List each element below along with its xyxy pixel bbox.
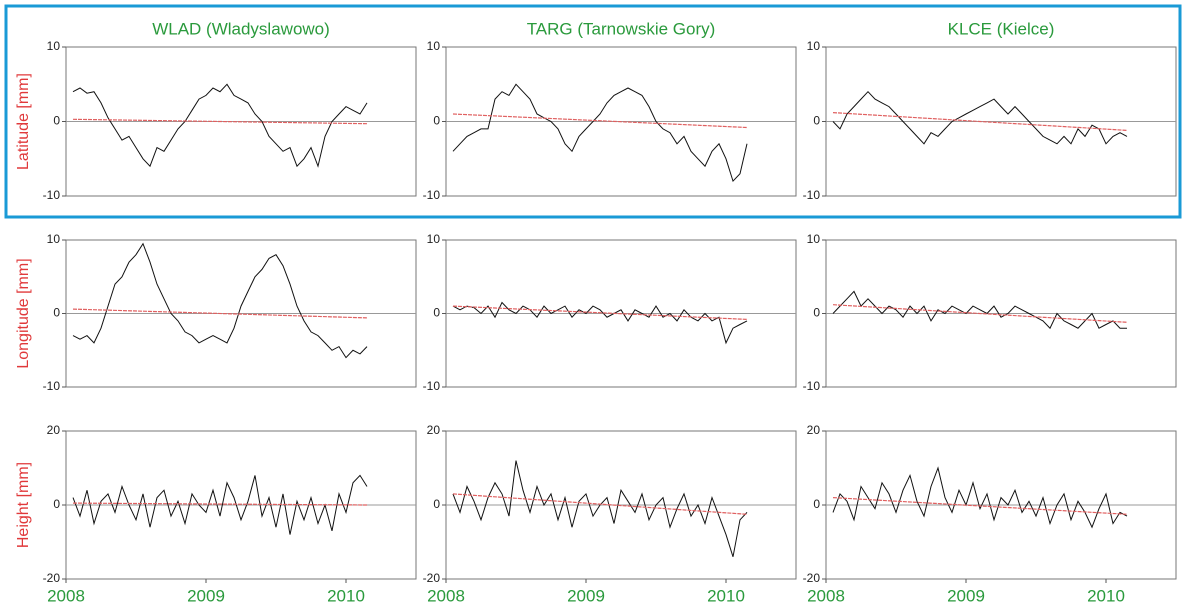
trend-line <box>452 113 748 129</box>
x-tick-label: 2008 <box>807 586 845 605</box>
chart-title: WLAD (Wladyslawowo) <box>152 19 330 38</box>
series-line <box>452 83 748 183</box>
series-line <box>72 242 368 359</box>
x-tick-label: 2010 <box>707 586 745 605</box>
series-line <box>72 474 368 535</box>
series-line <box>452 301 748 345</box>
trend-line <box>452 493 748 515</box>
y-tick-label: 10 <box>47 232 61 246</box>
x-tick-label: 2008 <box>427 586 465 605</box>
y-tick-label: 0 <box>433 114 440 128</box>
series-line <box>832 90 1128 145</box>
y-tick-label: -10 <box>423 379 441 393</box>
x-tick-label: 2010 <box>1087 586 1125 605</box>
trend-line <box>832 112 1128 131</box>
y-tick-label: -10 <box>803 379 821 393</box>
trend-line <box>72 118 368 125</box>
y-axis-label: Longitude [mm] <box>15 258 32 368</box>
y-tick-label: 20 <box>807 423 821 437</box>
trend-line <box>832 304 1128 323</box>
x-tick-label: 2009 <box>187 586 225 605</box>
y-tick-label: 0 <box>433 497 440 511</box>
y-tick-label: -10 <box>423 188 441 202</box>
x-tick-label: 2008 <box>47 586 85 605</box>
trend-line <box>452 305 748 320</box>
y-tick-label: 10 <box>807 232 821 246</box>
y-tick-label: 10 <box>427 39 441 53</box>
y-tick-label: 10 <box>47 39 61 53</box>
series-line <box>832 466 1128 529</box>
x-tick-label: 2010 <box>327 586 365 605</box>
y-tick-label: 0 <box>813 497 820 511</box>
y-tick-label: 0 <box>433 306 440 320</box>
series-line <box>832 290 1127 330</box>
y-tick-label: -10 <box>803 188 821 202</box>
y-axis-label: Height [mm] <box>15 462 32 548</box>
y-tick-label: 0 <box>813 306 820 320</box>
x-tick-label: 2009 <box>947 586 985 605</box>
chart-title: TARG (Tarnowskie Gory) <box>527 19 716 38</box>
y-tick-label: 0 <box>813 114 820 128</box>
chart-title: KLCE (Kielce) <box>948 19 1055 38</box>
y-tick-label: 20 <box>47 423 61 437</box>
series-line <box>452 460 748 557</box>
x-tick-label: 2009 <box>567 586 605 605</box>
highlight-box <box>4 4 1182 219</box>
trend-line <box>832 497 1128 515</box>
y-tick-label: -10 <box>43 188 61 202</box>
y-tick-label: 0 <box>53 114 60 128</box>
y-axis-label: Latitude [mm] <box>15 73 32 170</box>
y-tick-label: 10 <box>807 39 821 53</box>
y-tick-label: 0 <box>53 306 60 320</box>
y-tick-label: 0 <box>53 497 60 511</box>
y-tick-label: -10 <box>43 379 61 393</box>
y-tick-label: -20 <box>803 571 821 585</box>
y-tick-label: -20 <box>423 571 441 585</box>
trend-line <box>72 502 368 506</box>
trend-line <box>72 308 368 319</box>
series-line <box>72 83 368 168</box>
y-tick-label: 10 <box>427 232 441 246</box>
y-tick-label: 20 <box>427 423 441 437</box>
y-tick-label: -20 <box>43 571 61 585</box>
